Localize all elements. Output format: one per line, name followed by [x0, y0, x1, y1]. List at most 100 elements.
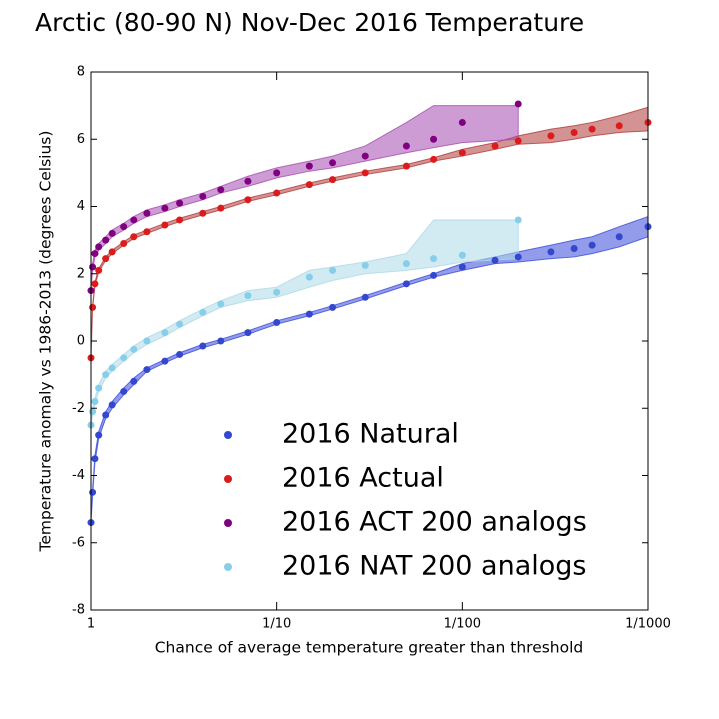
legend-marker [224, 475, 232, 483]
data-point [89, 263, 97, 271]
data-point [588, 125, 596, 133]
data-point [143, 337, 151, 345]
data-point [402, 162, 410, 170]
y-tick-label: 2 [77, 266, 85, 281]
data-point [361, 152, 369, 160]
legend-marker [224, 563, 232, 571]
data-point [108, 248, 116, 256]
data-point [244, 196, 252, 204]
data-point [402, 280, 410, 288]
confidence-band [90, 219, 519, 426]
data-point [199, 342, 207, 350]
data-point [120, 354, 128, 362]
data-point [273, 189, 281, 197]
data-point [430, 155, 438, 163]
data-point [547, 248, 555, 256]
data-point [161, 221, 169, 229]
data-point [176, 216, 184, 224]
data-point [588, 241, 596, 249]
data-point [120, 239, 128, 247]
data-point [130, 233, 138, 241]
data-point [217, 186, 225, 194]
data-point [514, 137, 522, 145]
data-point [547, 132, 555, 140]
data-point [570, 245, 578, 253]
data-point [491, 256, 499, 264]
data-point [217, 204, 225, 212]
data-point [514, 253, 522, 261]
data-point [402, 142, 410, 150]
legend-label: 2016 Actual [282, 463, 444, 494]
data-point [570, 129, 578, 137]
data-point [130, 345, 138, 353]
data-point [143, 366, 151, 374]
y-axis-label: Temperature anomaly vs 1986-2013 (degree… [37, 131, 55, 553]
x-tick-label: 1/100 [444, 617, 481, 632]
data-point [89, 408, 97, 416]
data-point [95, 431, 103, 439]
x-axis-label: Chance of average temperature greater th… [155, 639, 584, 657]
data-point [108, 229, 116, 237]
data-point [458, 149, 466, 157]
y-tick-label: -6 [72, 535, 85, 550]
legend-marker [224, 431, 232, 439]
data-point [329, 303, 337, 311]
data-point [244, 329, 252, 337]
legend-label: 2016 NAT 200 analogs [282, 551, 587, 582]
data-point [361, 261, 369, 269]
data-point [402, 260, 410, 268]
data-point [161, 204, 169, 212]
data-point [273, 169, 281, 177]
data-point [176, 199, 184, 207]
legend-marker [224, 519, 232, 527]
data-point [120, 223, 128, 231]
data-point [361, 169, 369, 177]
data-point [305, 181, 313, 189]
data-point [130, 377, 138, 385]
chart-title: Arctic (80-90 N) Nov-Dec 2016 Temperatur… [35, 8, 584, 37]
y-tick-label: -2 [72, 401, 85, 416]
data-point [458, 251, 466, 259]
data-point [199, 308, 207, 316]
data-point [305, 273, 313, 281]
legend-label: 2016 Natural [282, 419, 459, 450]
data-point [91, 280, 99, 288]
legend-label: 2016 ACT 200 analogs [282, 507, 587, 538]
x-tick-label: 1/1000 [625, 617, 671, 632]
data-point [217, 300, 225, 308]
data-point [430, 271, 438, 279]
data-point [430, 135, 438, 143]
data-point [329, 159, 337, 167]
data-point [176, 320, 184, 328]
data-point [273, 288, 281, 296]
data-point [199, 209, 207, 217]
data-point [95, 384, 103, 392]
data-point [329, 176, 337, 184]
data-point [161, 357, 169, 365]
y-tick-label: 6 [77, 132, 85, 147]
data-point [361, 293, 369, 301]
data-point [615, 233, 623, 241]
data-point [91, 250, 99, 258]
data-point [102, 255, 110, 263]
data-point [176, 350, 184, 358]
data-point [329, 266, 337, 274]
data-point [458, 118, 466, 126]
data-point [91, 398, 99, 406]
y-tick-label: -8 [72, 603, 85, 618]
data-point [143, 209, 151, 217]
data-point [458, 263, 466, 271]
data-point [615, 122, 623, 130]
data-point [217, 337, 225, 345]
data-point [430, 255, 438, 263]
data-point [143, 228, 151, 236]
data-point [244, 177, 252, 185]
y-tick-label: 0 [77, 334, 85, 349]
x-tick-label: 1/10 [262, 617, 291, 632]
data-point [102, 371, 110, 379]
y-tick-label: -4 [72, 468, 85, 483]
data-point [161, 329, 169, 337]
data-point [305, 162, 313, 170]
